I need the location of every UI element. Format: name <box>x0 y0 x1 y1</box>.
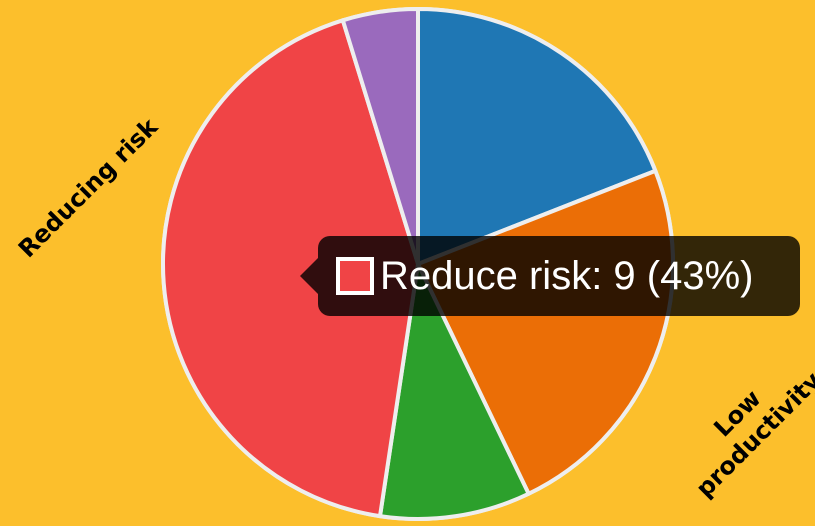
pie-slice-3[interactable] <box>377 262 531 521</box>
pie-slice-1[interactable] <box>416 7 658 266</box>
tooltip-arrow <box>300 258 318 294</box>
tooltip-text: Reduce risk: 9 (43%) <box>380 253 754 298</box>
pie-slice-4[interactable] <box>161 18 420 519</box>
tooltip-color-swatch <box>336 257 374 295</box>
pie-slice-5[interactable] <box>340 7 420 266</box>
chart-tooltip: Reduce risk: 9 (43%) <box>300 236 800 316</box>
